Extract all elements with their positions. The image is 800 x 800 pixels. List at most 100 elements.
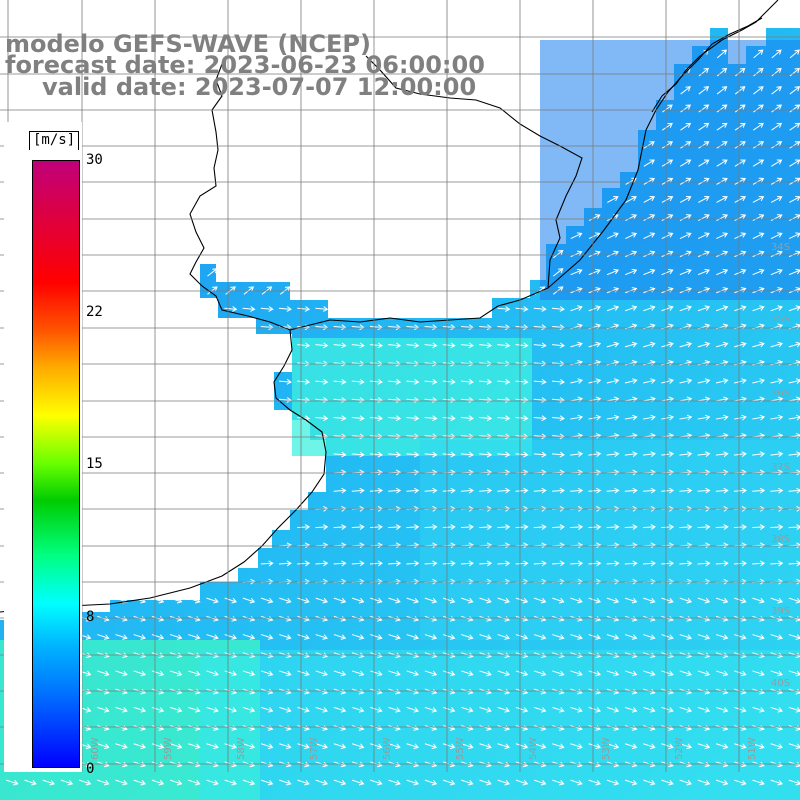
wind-arrow (588, 414, 602, 421)
wind-arrow (606, 250, 619, 258)
wind-arrow (297, 378, 311, 385)
colorbar-label-8: 8 (86, 609, 95, 625)
wind-arrow (97, 634, 110, 640)
wind-arrow (680, 159, 692, 167)
wind-arrow (606, 268, 620, 276)
wind-arrow (315, 324, 329, 331)
wind-arrow (406, 487, 420, 494)
wind-arrow (624, 560, 638, 567)
lat-label: 35S (771, 314, 790, 325)
wind-arrow (788, 378, 800, 384)
wind-arrow (297, 634, 310, 640)
wind-arrow (588, 232, 601, 240)
wind-arrow (734, 268, 747, 276)
wind-arrow (770, 195, 783, 203)
wind-arrow (551, 306, 565, 312)
wind-arrow (625, 214, 637, 221)
wind-arrow (169, 670, 183, 677)
wind-arrow (716, 177, 728, 185)
wind-arrow (661, 141, 674, 149)
lon-label: 57W (309, 737, 320, 760)
wind-arrow (479, 487, 493, 494)
model-title: modelo GEFS-WAVE (NCEP) (5, 30, 371, 58)
wind-arrow (697, 341, 711, 348)
wind-arrow (188, 743, 201, 750)
wind-arrow (242, 306, 256, 312)
lon-label: 54W (528, 737, 539, 760)
wind-arrow (315, 524, 329, 530)
wind-arrow (734, 378, 747, 384)
wind-arrow (734, 159, 746, 167)
wind-arrow (279, 743, 292, 750)
wind-arrow (679, 743, 693, 750)
wind-arrow (515, 487, 529, 494)
wind-arrow (697, 305, 711, 312)
wind-arrow (643, 177, 656, 185)
wind-arrow (515, 597, 529, 604)
wind-arrow (606, 560, 620, 567)
wind-arrow (333, 524, 347, 530)
wind-arrow (260, 597, 274, 604)
wind-arrow (716, 195, 728, 203)
wind-arrow (588, 487, 602, 494)
wind-arrow (752, 177, 765, 185)
wind-arrow (479, 415, 493, 422)
wind-arrow (188, 597, 201, 604)
wind-arrow (515, 397, 529, 403)
wind-arrow (552, 779, 565, 786)
wind-arrow (406, 560, 420, 567)
wind-arrow (735, 67, 746, 77)
wind-arrow (424, 524, 438, 530)
wind-arrow (315, 397, 329, 403)
wind-arrow (133, 743, 147, 750)
wind-arrow (643, 159, 655, 167)
wind-arrow (351, 415, 365, 422)
wind-arrow (388, 378, 402, 385)
wind-arrow (551, 324, 565, 331)
wind-arrow (770, 670, 784, 677)
wind-arrow (661, 597, 674, 604)
wind-arrow (788, 414, 800, 421)
coastline-river (289, 55, 583, 331)
wind-arrow (278, 397, 292, 403)
wind-arrow (388, 415, 402, 422)
wind-arrow (680, 104, 692, 113)
wind-arrow (697, 487, 711, 494)
wind-arrow (207, 268, 218, 277)
wind-arrow (770, 451, 784, 458)
wind-arrow (715, 670, 729, 677)
wind-arrow (188, 779, 201, 786)
wind-arrow (497, 324, 511, 331)
wind-arrow (224, 743, 238, 750)
wind-arrow (533, 743, 547, 750)
colorbar-label-15: 15 (86, 456, 103, 472)
wind-arrow (771, 86, 782, 95)
wind-arrow (333, 487, 347, 494)
wind-arrow (715, 597, 729, 604)
wind-arrow (752, 524, 766, 530)
wind-arrow (333, 634, 347, 640)
wind-arrow (133, 634, 147, 640)
wind-arrow (369, 451, 383, 458)
wind-arrow (697, 634, 711, 640)
wind-arrow (624, 706, 638, 713)
wind-arrow (588, 670, 602, 677)
wind-arrow (442, 342, 456, 349)
wind-arrow (697, 670, 711, 677)
wind-arrow (752, 159, 765, 167)
wind-arrow (753, 104, 764, 113)
wind-arrow (698, 159, 710, 167)
wind-arrow (388, 451, 402, 458)
wind-arrow (643, 706, 656, 713)
wind-arrow (515, 524, 529, 530)
wind-arrow (588, 743, 602, 750)
wind-arrow (771, 159, 783, 167)
wind-arrow (624, 451, 638, 458)
wind-arrow (552, 597, 565, 604)
wind-arrow (679, 487, 693, 494)
wind-arrow (570, 268, 583, 276)
wind-arrow (279, 597, 292, 604)
wind-arrows (6, 49, 800, 786)
wind-arrow (351, 743, 365, 750)
wind-arrow (479, 378, 493, 385)
